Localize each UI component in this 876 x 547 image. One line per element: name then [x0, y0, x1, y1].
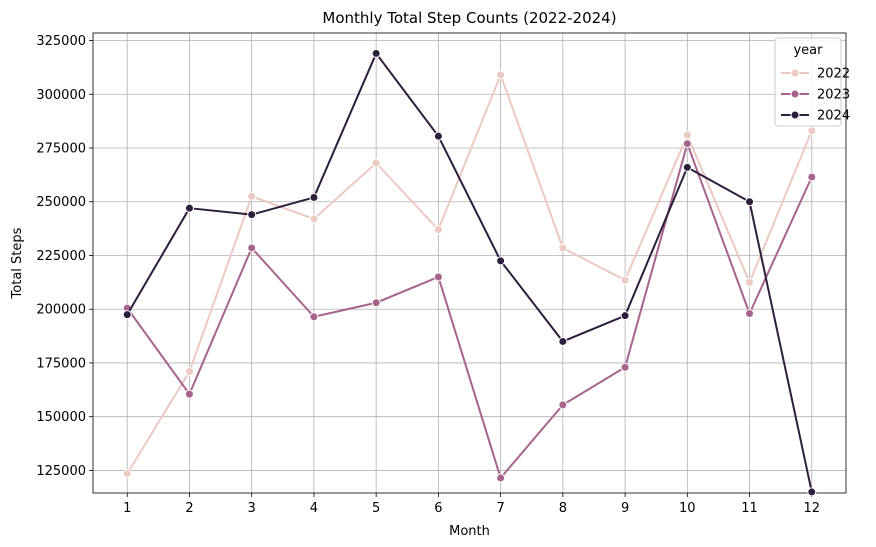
x-tick-label: 8: [559, 501, 567, 516]
data-point-2024: [433, 131, 443, 141]
x-tick-label: 7: [496, 501, 504, 516]
data-point-2024: [247, 210, 257, 220]
y-tick-label: 125000: [36, 464, 86, 479]
data-point-2023: [433, 272, 443, 282]
data-point-2022: [122, 469, 132, 479]
x-tick-label: 11: [741, 501, 758, 516]
data-point-2024: [184, 203, 194, 213]
data-point-2022: [184, 367, 194, 377]
data-point-2023: [620, 362, 630, 372]
data-point-2022: [433, 225, 443, 235]
legend-label: 2022: [817, 67, 850, 82]
data-point-2023: [807, 172, 817, 182]
legend-swatch-marker: [790, 110, 800, 120]
y-ticks: 125000 150000 175000 200000 225000 250000 2750…: [36, 34, 93, 479]
data-point-2022: [745, 277, 755, 287]
data-point-2022: [620, 275, 630, 285]
x-ticks: 1 2 3 4 5 6 7 8 9 10 11 12: [123, 493, 820, 516]
data-point-2023: [309, 312, 319, 322]
data-point-2024: [122, 310, 132, 320]
data-point-2022: [247, 191, 257, 201]
x-tick-label: 6: [434, 501, 442, 516]
data-point-2023: [371, 298, 381, 308]
y-tick-label: 225000: [36, 249, 86, 264]
y-tick-label: 250000: [36, 195, 86, 210]
data-point-2024: [682, 162, 692, 172]
x-tick-label: 2: [185, 501, 193, 516]
data-point-2023: [682, 139, 692, 149]
grid-lines: [93, 33, 846, 493]
y-tick-label: 200000: [36, 303, 86, 318]
y-axis-label: Total Steps: [10, 227, 25, 299]
data-point-2023: [184, 389, 194, 399]
axes: [92, 32, 847, 494]
chart-title: Monthly Total Step Counts (2022-2024): [322, 9, 616, 27]
y-tick-label: 150000: [36, 410, 86, 425]
data-point-2023: [247, 243, 257, 253]
legend-swatch-marker: [790, 68, 800, 78]
y-tick-label: 325000: [36, 34, 86, 49]
data-point-2024: [558, 336, 568, 346]
data-point-2022: [682, 130, 692, 140]
data-point-2024: [371, 48, 381, 58]
data-point-2024: [620, 311, 630, 321]
legend-label: 2024: [817, 109, 850, 124]
series-group: [122, 48, 817, 497]
data-point-2024: [309, 192, 319, 202]
y-tick-label: 175000: [36, 356, 86, 371]
x-tick-label: 9: [621, 501, 629, 516]
legend-box: [774, 37, 842, 127]
x-tick-label: 3: [248, 501, 256, 516]
data-point-2023: [558, 400, 568, 410]
legend: year 2022 2023 2024: [774, 37, 850, 127]
y-tick-label: 300000: [36, 88, 86, 103]
series-line-2022: [126, 73, 813, 475]
legend-swatch-marker: [790, 89, 800, 99]
data-point-2022: [371, 158, 381, 168]
x-tick-label: 4: [310, 501, 318, 516]
y-tick-label: 275000: [36, 142, 86, 157]
data-point-2024: [807, 487, 817, 497]
x-axis-label: Month: [449, 524, 490, 539]
data-point-2023: [745, 309, 755, 319]
x-tick-label: 1: [123, 501, 131, 516]
data-point-2022: [558, 243, 568, 253]
x-tick-label: 10: [679, 501, 696, 516]
legend-label: 2023: [817, 88, 850, 103]
x-tick-label: 12: [803, 501, 820, 516]
data-point-2024: [745, 197, 755, 207]
series-line-2024: [126, 52, 813, 493]
data-point-2022: [807, 126, 817, 136]
x-tick-label: 5: [372, 501, 380, 516]
data-point-2022: [309, 214, 319, 224]
data-point-2024: [496, 256, 506, 266]
legend-title: year: [793, 43, 823, 58]
plot-frame: [92, 32, 847, 494]
data-point-2022: [496, 70, 506, 80]
data-point-2023: [496, 473, 506, 483]
